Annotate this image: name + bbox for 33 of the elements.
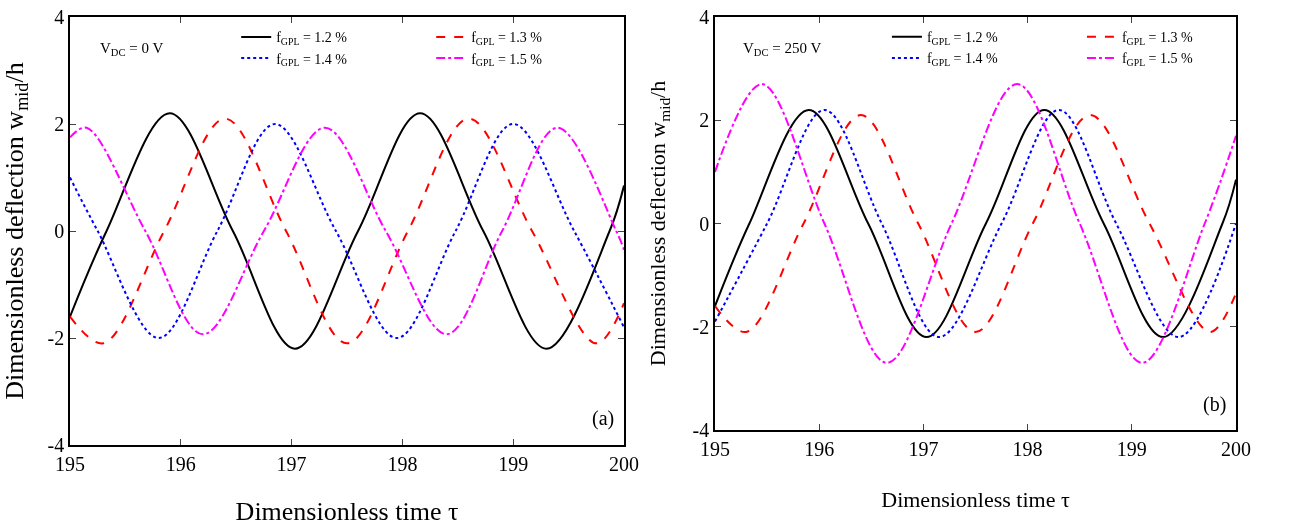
legend-label: f$_{GPL}$ = 1.4 % — [926, 51, 999, 69]
y-tick-label: 0 — [699, 212, 710, 235]
annotation: V$_{DC}$ = 250 V — [743, 40, 822, 59]
x-tick-label: 197 — [276, 452, 307, 475]
legend-label: f$_{GPL}$ = 1.3 % — [1121, 30, 1194, 48]
x-axis-title: Dimensionless time τ — [235, 497, 459, 526]
y-tick-label: 4 — [699, 6, 710, 28]
y-tick-label: -2 — [47, 327, 65, 349]
x-tick-label: 196 — [165, 452, 196, 475]
x-tick-label: 199 — [498, 452, 529, 475]
legend-label: f$_{GPL}$ = 1.2 % — [926, 30, 999, 48]
y-tick-label: 4 — [54, 6, 65, 28]
legend-label: f$_{GPL}$ = 1.2 % — [276, 30, 348, 48]
x-tick-label: 198 — [1012, 437, 1043, 460]
legend-label: f$_{GPL}$ = 1.4 % — [276, 51, 348, 69]
x-tick-label: 200 — [609, 452, 639, 475]
legend-label: f$_{GPL}$ = 1.5 % — [471, 51, 543, 69]
legend-label: f$_{GPL}$ = 1.3 % — [471, 30, 543, 48]
x-axis-title: Dimensionless time τ — [881, 486, 1070, 512]
x-tick-label: 200 — [1221, 437, 1251, 460]
legend-label: f$_{GPL}$ = 1.5 % — [1121, 51, 1194, 69]
x-tick-label: 197 — [908, 437, 939, 460]
x-tick-label: 199 — [1116, 437, 1147, 460]
line-series — [715, 83, 1236, 364]
y-tick-label: 2 — [54, 113, 65, 135]
annotation: V$_{DC}$ = 0 V — [100, 40, 164, 59]
y-tick-label: 2 — [699, 109, 710, 132]
x-tick-label: 196 — [804, 437, 835, 460]
y-tick-label: -2 — [692, 315, 710, 338]
annotation: (b) — [1203, 393, 1227, 416]
y-tick-label: 0 — [54, 220, 65, 242]
x-tick-label: 198 — [387, 452, 418, 475]
annotation: (a) — [592, 407, 615, 430]
